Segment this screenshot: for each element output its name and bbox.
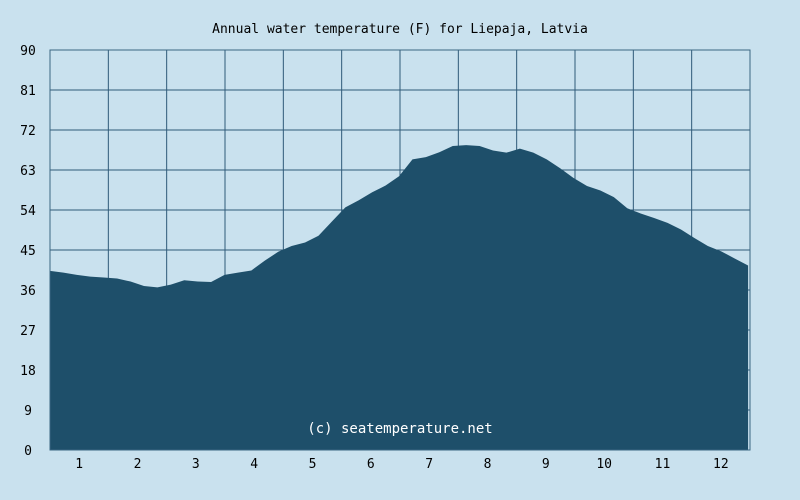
plot-border — [49, 49, 751, 451]
x-tick-label-7: 8 — [484, 457, 492, 472]
y-axis-ticks: 0 9 18 27 36 45 54 63 72 81 90 — [20, 44, 36, 459]
y-tick-label-5: 45 — [20, 244, 36, 259]
x-tick-label-4: 5 — [309, 457, 317, 472]
x-tick-label-11: 12 — [713, 457, 729, 472]
x-tick-label-10: 11 — [655, 457, 671, 472]
y-tick-label-7: 63 — [20, 164, 36, 179]
y-tick-label-2: 18 — [20, 364, 36, 379]
x-tick-label-9: 10 — [596, 457, 612, 472]
y-tick-label-0: 0 — [24, 444, 32, 459]
y-tick-label-10: 90 — [20, 44, 36, 59]
y-tick-label-8: 72 — [20, 124, 36, 139]
x-tick-label-3: 4 — [250, 457, 258, 472]
x-axis-ticks: 1 2 3 4 5 6 7 8 9 10 11 12 — [75, 457, 728, 472]
x-tick-label-5: 6 — [367, 457, 375, 472]
temperature-area — [50, 145, 749, 451]
x-tick-label-1: 2 — [134, 457, 142, 472]
y-tick-label-3: 27 — [20, 324, 36, 339]
x-tick-label-0: 1 — [75, 457, 83, 472]
y-tick-label-6: 54 — [20, 204, 36, 219]
x-tick-label-2: 3 — [192, 457, 200, 472]
x-tick-label-6: 7 — [425, 457, 433, 472]
y-tick-label-1: 9 — [24, 404, 32, 419]
x-tick-label-8: 9 — [542, 457, 550, 472]
watermark: (c) seatemperature.net — [307, 421, 492, 437]
y-tick-label-9: 81 — [20, 84, 36, 99]
y-tick-label-4: 36 — [20, 284, 36, 299]
chart-title: Annual water temperature (F) for Liepaja… — [212, 22, 588, 37]
